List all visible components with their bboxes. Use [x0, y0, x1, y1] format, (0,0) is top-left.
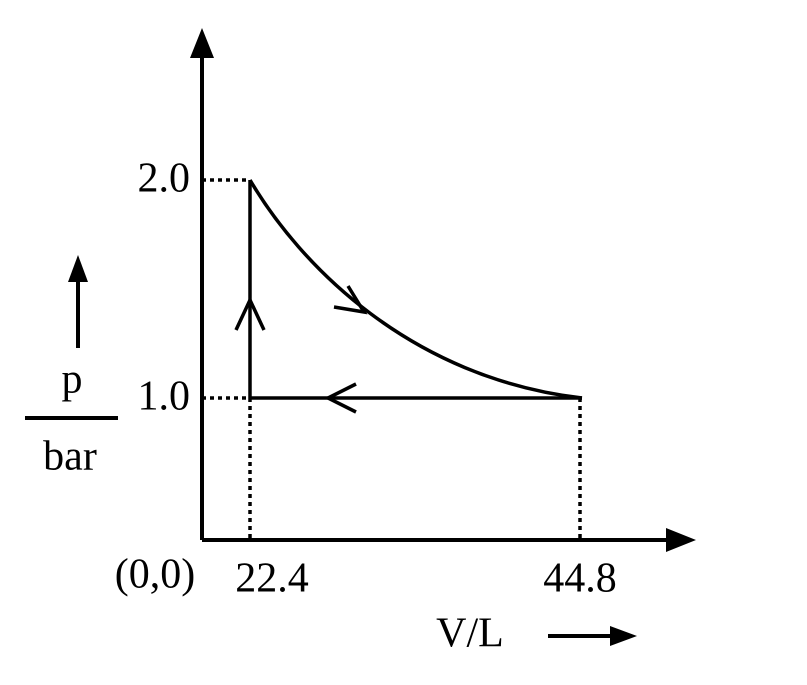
x-tick-label: 22.4 — [235, 556, 309, 602]
x-label-arrow — [610, 626, 637, 646]
x-tick-label: 44.8 — [543, 556, 617, 602]
y-label-top: p — [62, 357, 83, 403]
x-label: V/L — [436, 611, 504, 657]
origin-label: (0,0) — [115, 552, 195, 598]
y-label-arrow — [68, 255, 88, 282]
direction-arrow — [324, 382, 357, 414]
direction-arrow — [234, 295, 266, 331]
x-axis-arrow — [666, 528, 696, 552]
direction-arrow — [333, 285, 368, 315]
isothermal-path — [248, 179, 583, 400]
y-label-bottom: bar — [43, 434, 97, 480]
y-tick-label: 2.0 — [138, 156, 191, 202]
y-tick-label: 1.0 — [138, 374, 191, 420]
y-axis-arrow — [190, 28, 214, 58]
